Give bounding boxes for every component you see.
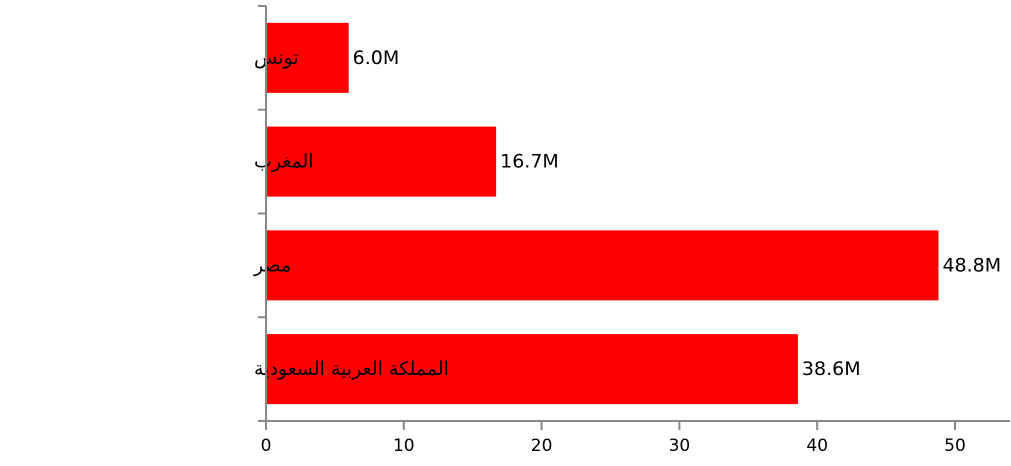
value-label: 6.0M: [353, 47, 400, 69]
bars-group: [266, 22, 939, 405]
category-labels-group: تونس المغرب مصر المملكة العربية السعودية: [253, 47, 449, 380]
bar: [266, 22, 349, 93]
value-label: 16.7M: [500, 151, 559, 173]
bar: [266, 334, 798, 405]
x-tick-label: 50: [944, 436, 966, 456]
value-label: 38.6M: [802, 358, 861, 380]
value-labels-group: 6.0M 16.7M 48.8M 38.6M: [353, 47, 1001, 380]
x-tick-label: 0: [261, 436, 272, 456]
x-tick-label: 40: [806, 436, 828, 456]
value-label: 48.8M: [942, 254, 1001, 276]
category-label: تونس: [254, 47, 299, 69]
category-label: مصر: [253, 254, 291, 276]
x-tick-label: 20: [531, 436, 553, 456]
category-label: المغرب: [254, 151, 314, 173]
axes-group: 0 10 20 30 40 50: [258, 5, 1011, 456]
category-label: المملكة العربية السعودية: [254, 358, 449, 380]
bar: [266, 230, 939, 301]
x-tick-label: 10: [393, 436, 415, 456]
x-tick-label: 30: [669, 436, 691, 456]
bar: [266, 126, 497, 197]
